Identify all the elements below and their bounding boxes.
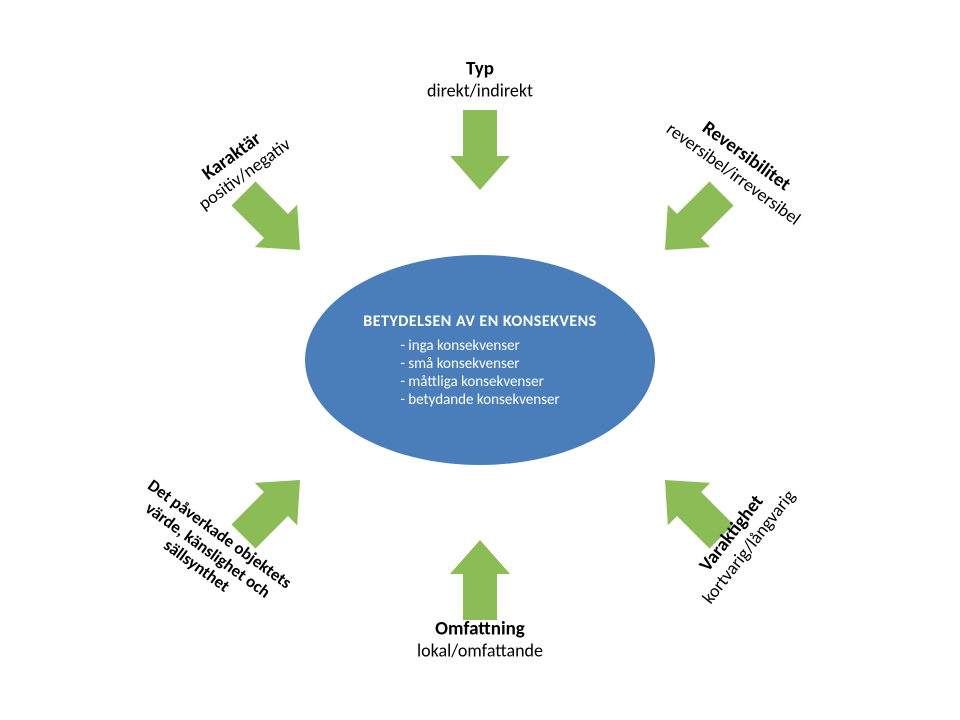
label-bottom: Omfattninglokal/omfattande xyxy=(417,619,543,662)
label-title: Typ xyxy=(427,59,533,81)
center-ellipse: BETYDELSEN AV EN KONSEKVENS - inga konse… xyxy=(305,255,655,465)
arrow-bottom xyxy=(450,540,510,620)
center-title: BETYDELSEN AV EN KONSEKVENS xyxy=(363,312,597,331)
label-title: Omfattning xyxy=(417,619,543,641)
label-top: Typdirekt/indirekt xyxy=(427,59,533,102)
label-sub: direkt/indirekt xyxy=(427,81,533,102)
center-item: - betydande konsekvenser xyxy=(400,391,559,409)
label-sub: lokal/omfattande xyxy=(417,641,543,662)
center-item: - små konsekvenser xyxy=(400,355,559,373)
arrow-top xyxy=(450,110,510,190)
center-item: - måttliga konsekvenser xyxy=(400,373,559,391)
center-item: - inga konsekvenser xyxy=(400,337,559,355)
arrow-top-right xyxy=(644,172,743,271)
center-list: - inga konsekvenser- små konsekvenser- m… xyxy=(400,337,559,409)
